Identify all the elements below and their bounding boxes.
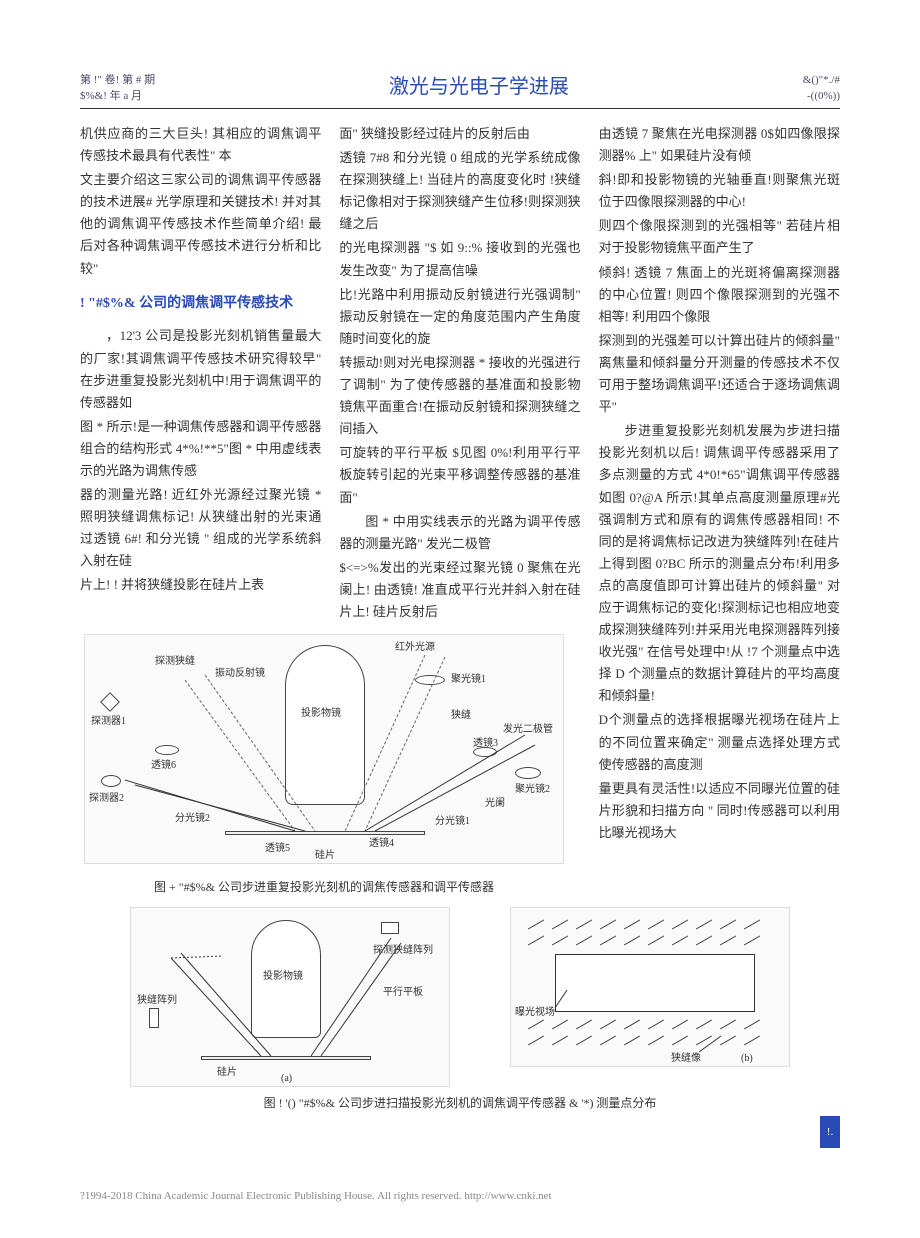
figure-1-caption: 图 + "#$%& 公司步进重复投影光刻机的调焦传感器和调平传感器	[74, 877, 574, 897]
figure-2a-diagram: 投影物镜 狭缝阵列 探测狭缝阵列 平行平板 硅片 (a)	[130, 907, 450, 1087]
figure-1: 投影物镜 探测器1 探测狭缝 振动反射镜 透镜6 探测器2 分光镜2 透镜5 红…	[74, 634, 574, 897]
fig2b-arrows	[511, 908, 791, 1068]
paragraph: 片上! ! 并将狭缝投影在硅片上表	[80, 574, 321, 596]
page-header: 第 !" 卷! 第 # 期 $%&! 年 a 月 激光与光电子学进展 &()"*…	[80, 70, 840, 109]
header-left: 第 !" 卷! 第 # 期 $%&! 年 a 月	[80, 73, 155, 104]
page-number: !.	[827, 1123, 833, 1142]
paragraph: $<=>%发出的光束经过聚光镜 0 聚焦在光阑上! 由透镜! 准直成平行光并斜入…	[339, 557, 580, 623]
page: 第 !" 卷! 第 # 期 $%&! 年 a 月 激光与光电子学进展 &()"*…	[0, 0, 920, 1154]
paragraph: D个测量点的选择根据曝光视场在硅片上的不同位置来确定" 测量点选择处理方式使传感…	[599, 709, 840, 775]
paragraph: 倾斜! 透镜 7 焦面上的光斑将偏离探测器的中心位置! 则四个像限探测到的光强不…	[599, 262, 840, 328]
figure-2-caption: 图 ! '() "#$%& 公司步进扫描投影光刻机的调焦调平传感器 & '*) …	[80, 1093, 840, 1113]
date: $%&! 年 a 月	[80, 89, 155, 104]
header-code1: &()"*./#	[803, 73, 840, 88]
paragraph: 机供应商的三大巨头! 其相应的调焦调平传感技术最具有代表性" 本	[80, 123, 321, 167]
paragraph: 文主要介绍这三家公司的调焦调平传感器的技术进展# 光学原理和关键技术! 并对其他…	[80, 169, 321, 279]
fig2a-rays	[131, 908, 451, 1088]
copyright-footer: ?1994-2018 China Academic Journal Electr…	[80, 1187, 552, 1206]
section-heading: ! "#$%& 公司的调焦调平传感技术	[97, 292, 322, 316]
paragraph: 则四个像限探测到的光强相等" 若硅片相对于投影物镜焦平面产生了	[599, 215, 840, 259]
header-code2: -((0%))	[803, 89, 840, 104]
paragraph: 面" 狭缝投影经过硅片的反射后由	[339, 123, 580, 145]
figure-1-diagram: 投影物镜 探测器1 探测狭缝 振动反射镜 透镜6 探测器2 分光镜2 透镜5 红…	[84, 634, 564, 864]
page-number-badge: !.	[820, 1116, 840, 1148]
volume-issue: 第 !" 卷! 第 # 期	[80, 73, 155, 88]
paragraph: 量更具有灵活性!以适应不同曝光位置的硅片形貌和扫描方向 " 同时!传感器可以利用…	[599, 778, 840, 844]
figure-2-row: 投影物镜 狭缝阵列 探测狭缝阵列 平行平板 硅片 (a)	[80, 907, 840, 1087]
paragraph: 的光电探测器 "$ 如 9::% 接收到的光强也发生改变" 为了提高信噪	[339, 237, 580, 281]
paragraph: 探测到的光强差可以计算出硅片的倾斜量" 离焦量和倾斜量分开测量的传感技术不仅可用…	[599, 330, 840, 418]
paragraph: 比!光路中利用振动反射镜进行光强调制" 振动反射镜在一定的角度范围内产生角度随时…	[339, 284, 580, 350]
figure-2b-diagram: 曝光视场 狭缝像 (b)	[510, 907, 790, 1067]
paragraph: ，12'3 公司是投影光刻机销售量最大的厂家!其调焦调平传感技术研究得较早" 在…	[80, 325, 321, 413]
paragraph: 转振动!则对光电探测器 * 接收的光强进行了调制" 为了使传感器的基准面和投影物…	[339, 352, 580, 440]
paragraph: 斜!即和投影物镜的光轴垂直!则聚焦光斑位于四像限探测器的中心!	[599, 169, 840, 213]
paragraph: 图 * 所示!是一种调焦传感器和调平传感器组合的结构形式 4*%!**5"图 *…	[80, 416, 321, 482]
journal-title: 激光与光电子学进展	[389, 70, 569, 104]
paragraph: 透镜 7#8 和分光镜 0 组成的光学系统成像在探测狭缝上! 当硅片的高度变化时…	[339, 147, 580, 235]
optical-rays	[85, 635, 565, 865]
column-3: 由透镜 7 聚焦在光电探测器 0$如四像限探测器% 上" 如果硅片没有倾 斜!即…	[599, 123, 840, 846]
paragraph: 由透镜 7 聚焦在光电探测器 0$如四像限探测器% 上" 如果硅片没有倾	[599, 123, 840, 167]
figure-2: 投影物镜 狭缝阵列 探测狭缝阵列 平行平板 硅片 (a)	[80, 907, 840, 1113]
paragraph: 步进重复投影光刻机发展为步进扫描投影光刻机以后! 调焦调平传感器采用了多点测量的…	[599, 420, 840, 707]
paragraph: 可旋转的平行平板 $见图 0%!利用平行平板旋转引起的光束平移调整传感器的基准面…	[339, 442, 580, 508]
paragraph: 图 * 中用实线表示的光路为调平传感器的测量光路" 发光二极管	[339, 511, 580, 555]
paragraph: 器的测量光路! 近红外光源经过聚光镜 * 照明狭缝调焦标记! 从狭缝出射的光束通…	[80, 484, 321, 572]
header-right: &()"*./# -((0%))	[803, 73, 840, 104]
